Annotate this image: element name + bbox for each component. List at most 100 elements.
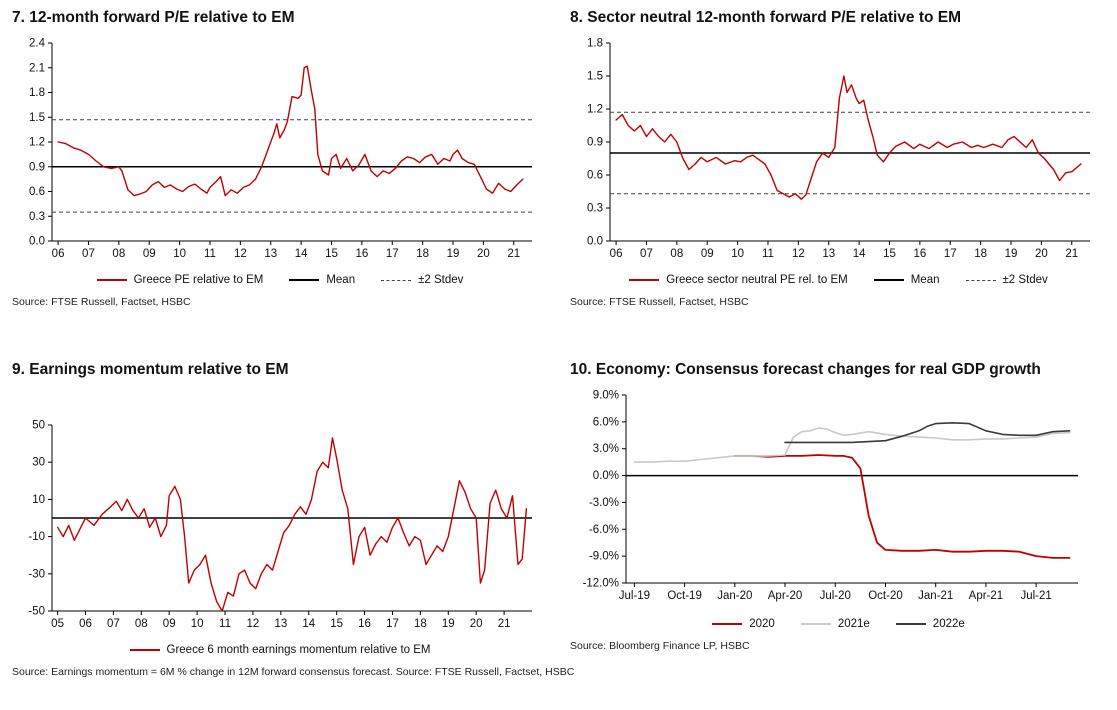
legend-item: Mean	[873, 274, 940, 286]
svg-text:15: 15	[325, 248, 338, 260]
legend-label: Greece sector neutral PE rel. to EM	[666, 274, 848, 287]
svg-text:15: 15	[883, 248, 896, 260]
svg-text:9.0%: 9.0%	[593, 390, 619, 402]
legend-label: ±2 Stdev	[1002, 274, 1048, 287]
legend-line-swatch	[895, 623, 926, 626]
svg-text:10: 10	[191, 618, 204, 630]
svg-text:0.6: 0.6	[587, 170, 603, 182]
chart-title: 10. Economy: Consensus forecast changes …	[570, 361, 1041, 378]
legend-line-swatch	[129, 649, 160, 652]
legend-item: ±2 Stdev	[381, 274, 463, 286]
svg-text:08: 08	[135, 618, 148, 630]
svg-text:14: 14	[295, 248, 308, 260]
legend-line-swatch	[800, 623, 831, 626]
legend-item: Greece 6 month earnings momentum relativ…	[129, 644, 431, 657]
chart-canvas-gdp-forecast: 9.0%6.0%3.0%0.0%-3.0%-6.0%-9.0%-12.0%Jul…	[583, 390, 1078, 602]
chart-title: 7. 12-month forward P/E relative to EM	[12, 9, 295, 26]
svg-text:0.9: 0.9	[587, 137, 603, 149]
legend-item: 2022e	[895, 618, 965, 631]
legend-line-swatch	[712, 623, 743, 626]
svg-text:18: 18	[416, 248, 429, 260]
svg-text:21: 21	[507, 248, 520, 260]
legend-line-swatch	[381, 279, 412, 281]
svg-text:13: 13	[822, 248, 835, 260]
svg-text:-12.0%: -12.0%	[583, 578, 619, 590]
legend-label: 2020	[749, 618, 775, 631]
svg-text:17: 17	[944, 248, 957, 260]
svg-text:10: 10	[731, 248, 744, 260]
chart-legend: Greece PE relative to EM Mean ±2 Stdev	[12, 274, 548, 286]
svg-text:07: 07	[107, 618, 120, 630]
legend-item: ±2 Stdev	[965, 274, 1048, 287]
chart-title: 8. Sector neutral 12-month forward P/E r…	[570, 9, 962, 26]
legend-label: Mean	[326, 274, 356, 287]
svg-text:07: 07	[82, 248, 95, 260]
svg-text:10: 10	[173, 248, 186, 260]
svg-text:20: 20	[1035, 248, 1048, 260]
svg-text:11: 11	[219, 618, 231, 630]
svg-text:05: 05	[51, 618, 64, 630]
svg-text:08: 08	[670, 248, 683, 260]
svg-text:3.0%: 3.0%	[593, 444, 619, 456]
legend-item: 2021e	[800, 618, 870, 631]
svg-text:12: 12	[247, 618, 260, 630]
chart-title: 9. Earnings momentum relative to EM	[12, 361, 289, 378]
legend-label: Greece 6 month earnings momentum relativ…	[166, 644, 431, 657]
legend-line-swatch	[289, 279, 320, 282]
svg-text:30: 30	[32, 457, 45, 469]
svg-text:16: 16	[355, 248, 368, 260]
svg-text:Jan-21: Jan-21	[918, 590, 953, 602]
svg-text:1.2: 1.2	[587, 104, 603, 116]
legend-item: Mean	[289, 274, 355, 286]
svg-text:07: 07	[640, 248, 653, 260]
svg-text:19: 19	[442, 618, 455, 630]
svg-text:1.5: 1.5	[29, 112, 45, 124]
legend-label: 2022e	[932, 618, 965, 631]
chart-canvas-earnings-momentum: -50 -30 -10 10 30 50 05 06 07 08 09 10 11 12 13 14 15 16 1…	[28, 420, 532, 630]
svg-text:17: 17	[386, 248, 399, 260]
svg-text:Apr-20: Apr-20	[768, 590, 803, 602]
legend-label: 2021e	[837, 618, 870, 631]
chart-area: 9.0% 6.0% 3.0% 0.0% -3.0% -6.0% -9.0% -12.0% Jul…	[570, 385, 1107, 613]
svg-text:Jul-21: Jul-21	[1020, 590, 1051, 602]
legend-line-swatch	[965, 279, 996, 281]
svg-text:2.4: 2.4	[29, 38, 46, 50]
svg-text:15: 15	[330, 618, 343, 630]
chart-area: -50 -30 -10 10 30 50 05 06 07 08 09 10 11 12 13 14 15 16 1…	[12, 415, 548, 639]
svg-text:16: 16	[358, 618, 371, 630]
svg-text:-3.0%: -3.0%	[589, 497, 619, 509]
svg-text:Jul-19: Jul-19	[619, 590, 650, 602]
svg-text:0.6: 0.6	[29, 186, 45, 198]
chart-legend: 2020 2021e 2022e	[570, 618, 1107, 630]
svg-text:21: 21	[1065, 248, 1078, 260]
svg-text:21: 21	[498, 618, 511, 630]
svg-text:06: 06	[610, 248, 623, 260]
chart-source: Source: FTSE Russell, Factset, HSBC	[12, 296, 191, 309]
svg-text:20: 20	[477, 248, 490, 260]
svg-text:1.5: 1.5	[587, 71, 603, 83]
svg-text:1.8: 1.8	[29, 87, 45, 99]
svg-text:13: 13	[274, 618, 287, 630]
chart-source: Source: Earnings momentum = 6M % change …	[12, 666, 575, 679]
svg-text:19: 19	[1005, 248, 1018, 260]
svg-text:09: 09	[163, 618, 176, 630]
svg-text:-9.0%: -9.0%	[589, 551, 619, 563]
legend-label: Greece PE relative to EM	[133, 274, 264, 287]
svg-text:Jul-20: Jul-20	[820, 590, 851, 602]
svg-text:Oct-19: Oct-19	[667, 590, 702, 602]
chart-panel-earnings-momentum: 9. Earnings momentum relative to EM -50-…	[0, 352, 575, 710]
svg-text:-10: -10	[28, 531, 45, 543]
chart-legend: Greece 6 month earnings momentum relativ…	[12, 644, 548, 656]
chart-panel-sector-neutral-pe: 8. Sector neutral 12-month forward P/E r…	[558, 0, 1117, 352]
svg-text:0.3: 0.3	[29, 211, 45, 223]
legend-line-swatch	[96, 279, 127, 282]
svg-text:17: 17	[386, 618, 399, 630]
chart-source: Source: FTSE Russell, Factset, HSBC	[570, 296, 749, 309]
svg-text:Jan-20: Jan-20	[717, 590, 752, 602]
legend-item: 2020	[712, 618, 775, 630]
chart-canvas-sector-neutral-pe: 0.0 0.3 0.6 0.9 1.2 1.5 1.8 06 07 08 09 10 11 12 13 14 1…	[587, 38, 1090, 260]
svg-text:12: 12	[234, 248, 247, 260]
svg-text:11: 11	[204, 248, 216, 260]
svg-text:2.1: 2.1	[29, 63, 45, 75]
